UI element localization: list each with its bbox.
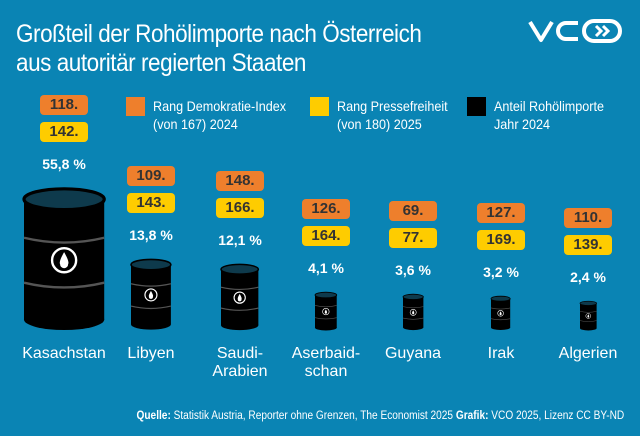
country-label: Saudi- Arabien [190,345,290,381]
country-label-line: schan [304,363,348,380]
country-label: Algerien [538,345,638,363]
country-label: Irak [451,345,551,363]
country-label-line: Guyana [384,345,442,362]
title: Großteil der Rohölimporte nach Österreic… [16,20,484,78]
share-label: 4,1 % [308,259,344,276]
legend-swatch-black [467,97,486,116]
legend-text: Rang Pressefreiheit (von 180) 2025 [337,97,448,133]
oil-barrel-bar [579,300,597,330]
source-text: Statistik Austria, Reporter ohne Grenzen… [170,410,456,422]
legend-line: Anteil Rohölimporte [494,98,604,114]
source-label: Quelle: [136,410,171,422]
legend-text: Rang Demokratie-Index (von 167) 2024 [153,97,286,133]
legend-oil: Anteil Rohölimporte Jahr 2024 [467,97,616,133]
press-rank-badge: 77. [389,227,437,248]
vco-logo [528,19,622,43]
legend-line: (von 180) 2025 [337,116,422,132]
share-label: 12,1 % [218,231,262,248]
democracy-rank-badge: 109. [127,166,175,187]
country-label-line: Aserbaid- [291,345,361,362]
oil-barrel-bar [314,291,338,330]
graphic-label: Grafik: [455,410,489,422]
title-line-2: aus autoritär regierten Staaten [16,49,306,77]
share-label: 13,8 % [129,227,173,244]
share-label: 2,4 % [570,268,606,285]
share-label: 55,8 % [42,156,86,172]
democracy-rank-badge: 118. [40,95,88,115]
share-label: 3,2 % [483,263,519,280]
country-label-line: Libyen [127,345,175,362]
country-label-line: Arabien [212,363,268,380]
oil-barrel-bar [402,293,424,330]
press-rank-badge: 166. [216,197,264,218]
legend-line: (von 167) 2024 [153,116,238,132]
country-label: Guyana [363,345,463,363]
graphic-text: VCÖ 2025, Lizenz CC BY-ND [488,410,624,422]
democracy-rank-badge: 69. [389,200,437,221]
country-label: Kasachstan [14,345,114,363]
country-label-line: Irak [487,345,515,362]
legend-line: Jahr 2024 [494,116,551,132]
legend-swatch-orange [126,97,145,116]
country-label: Aserbaid-schan [276,345,376,381]
legend-democracy: Rang Demokratie-Index (von 167) 2024 [126,97,301,133]
share-label: 3,6 % [395,261,431,278]
press-rank-badge: 139. [564,234,612,255]
title-line-1: Großteil der Rohölimporte nach Österreic… [16,20,422,48]
oil-barrel-bar [22,187,106,330]
press-rank-badge: 164. [302,225,350,246]
democracy-rank-badge: 127. [477,202,525,223]
oil-barrel-bar [491,295,511,330]
country-label-line: Saudi- [216,345,264,362]
legend-line: Rang Demokratie-Index [153,98,287,114]
legend-text: Anteil Rohölimporte Jahr 2024 [494,97,604,133]
footer: Quelle: Statistik Austria, Reporter ohne… [136,410,624,422]
country-label-line: Kasachstan [22,345,106,362]
legend-line: Rang Pressefreiheit [337,98,448,114]
country-label: Libyen [101,345,201,363]
oil-barrel-bar [220,263,260,330]
democracy-rank-badge: 148. [216,170,264,191]
country-label-line: Algerien [558,345,618,362]
press-rank-badge: 142. [40,122,88,142]
democracy-rank-badge: 110. [564,207,612,228]
legend-press: Rang Pressefreiheit (von 180) 2025 [310,97,460,133]
democracy-rank-badge: 126. [302,198,350,219]
oil-barrel-bar [130,258,172,330]
press-rank-badge: 169. [477,229,525,250]
legend-swatch-yellow [310,97,329,116]
press-rank-badge: 143. [127,193,175,214]
